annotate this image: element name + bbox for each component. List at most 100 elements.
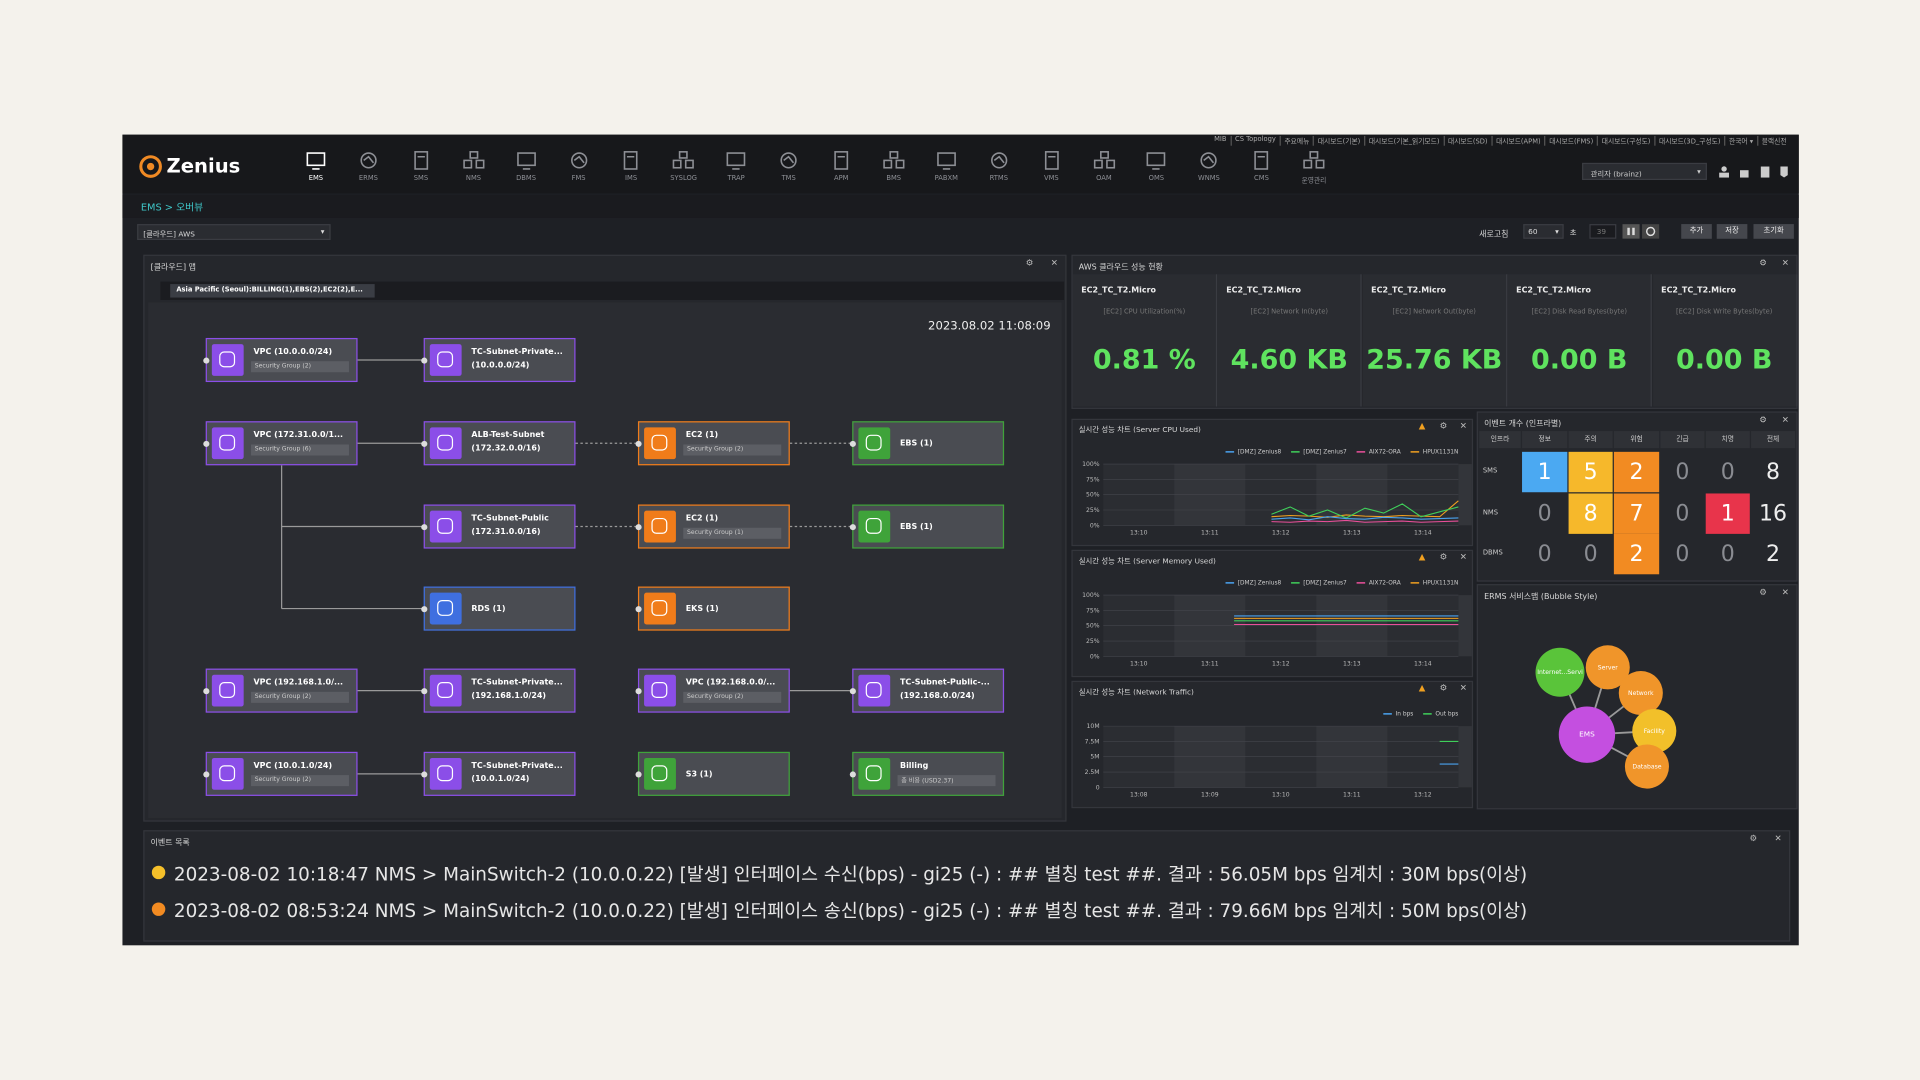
close-icon[interactable]: ✕ <box>1781 587 1789 598</box>
gear-icon[interactable]: ⚙ <box>1759 258 1767 269</box>
close-icon[interactable]: ✕ <box>1459 683 1467 694</box>
nav-item[interactable]: TMS <box>764 149 813 186</box>
toolbar-button[interactable]: 추가 <box>1681 224 1712 239</box>
nav-item[interactable]: DBMS <box>502 149 551 186</box>
nav-item[interactable]: EMS <box>291 149 340 186</box>
nav-item[interactable]: IMS <box>607 149 656 186</box>
gear-icon[interactable]: ⚙ <box>1025 258 1034 269</box>
gear-icon[interactable]: ⚙ <box>1439 421 1448 432</box>
top-link[interactable]: 대시보드(기본) <box>1312 135 1364 146</box>
y-tick-label: 5M <box>1090 754 1099 761</box>
map-node[interactable]: EC2 (1) Security Group (2) <box>635 421 790 466</box>
nav-item[interactable]: WNMS <box>1184 149 1233 186</box>
warning-icon[interactable]: ▲ <box>1418 421 1426 432</box>
count-cell[interactable]: 7 <box>1613 492 1660 534</box>
nav-item[interactable]: TRAP <box>712 149 761 186</box>
top-link[interactable]: 대시보드(3D_구성도) <box>1654 135 1724 146</box>
toolbar-button[interactable]: 저장 <box>1716 224 1748 239</box>
nav-item[interactable]: NMS <box>449 149 498 186</box>
close-icon[interactable]: ✕ <box>1459 552 1467 563</box>
count-cell[interactable]: 0 <box>1583 541 1598 567</box>
count-cell[interactable]: 2 <box>1613 533 1660 575</box>
count-cell[interactable]: 1 <box>1705 492 1750 534</box>
count-cell[interactable]: 0 <box>1720 459 1735 485</box>
nav-item[interactable]: SMS <box>396 149 445 186</box>
count-cell[interactable]: 0 <box>1675 500 1690 526</box>
close-icon[interactable]: ✕ <box>1774 833 1782 844</box>
map-node[interactable]: VPC (172.31.0.0/1... Security Group (6) <box>203 421 358 466</box>
map-node[interactable]: VPC (192.168.1.0/... Security Group (2) <box>203 668 358 713</box>
close-icon[interactable]: ✕ <box>1459 421 1467 432</box>
event-text[interactable]: 2023-08-02 10:18:47 NMS > MainSwitch-2 (… <box>173 863 1528 886</box>
gear-icon[interactable]: ⚙ <box>1759 587 1767 598</box>
user-select[interactable]: 관리자 (brainz) ▾ <box>1582 162 1707 181</box>
top-link[interactable]: CS Topology <box>1230 135 1279 146</box>
nav-item[interactable]: PABXM <box>922 149 971 186</box>
gear-icon[interactable]: ⚙ <box>1759 415 1767 425</box>
map-node[interactable]: TC-Subnet-Public (172.31.0.0/16) <box>421 504 576 549</box>
top-link[interactable]: 한국어 ▾ <box>1724 135 1757 146</box>
map-node[interactable]: EBS (1) <box>849 504 1005 549</box>
map-node[interactable]: EC2 (1) Security Group (1) <box>635 504 790 549</box>
count-cell[interactable]: 5 <box>1568 451 1613 493</box>
top-link[interactable]: 대시보드(기본_읽기모드) <box>1363 135 1443 146</box>
nav-item[interactable]: OAM <box>1079 149 1128 186</box>
nav-item[interactable]: APM <box>817 149 866 186</box>
map-node[interactable]: VPC (10.0.0.0/24) Security Group (2) <box>203 337 358 383</box>
map-node[interactable]: VPC (192.168.0.0/... Security Group (2) <box>635 668 790 713</box>
top-link[interactable]: MIB <box>1214 135 1227 144</box>
interval-select[interactable]: 60 ▾ <box>1523 224 1564 239</box>
top-link[interactable]: 대시보드(구성도) <box>1596 135 1654 146</box>
count-cell[interactable]: 0 <box>1537 500 1552 526</box>
region-tab[interactable]: Asia Pacific (Seoul):BILLING(1),EBS(2),E… <box>170 284 375 298</box>
map-node[interactable]: TC-Subnet-Private... (192.168.1.0/24) <box>421 668 576 713</box>
x-tick-label: 13:14 <box>1414 661 1432 668</box>
map-node[interactable]: VPC (10.0.1.0/24) Security Group (2) <box>203 751 358 796</box>
map-node[interactable]: TC-Subnet-Public-... (192.168.0.0/24) <box>849 668 1005 713</box>
nav-item[interactable]: VMS <box>1027 149 1076 186</box>
close-icon[interactable]: ✕ <box>1781 415 1789 425</box>
nav-item[interactable]: BMS <box>869 149 918 186</box>
gear-icon[interactable]: ⚙ <box>1749 833 1758 844</box>
count-cell[interactable]: 2 <box>1613 451 1660 493</box>
top-link[interactable]: 주요메뉴 <box>1279 135 1313 146</box>
warning-icon[interactable]: ▲ <box>1418 683 1426 694</box>
gear-icon[interactable]: ⚙ <box>1439 683 1448 694</box>
map-node[interactable]: ALB-Test-Subnet (172.32.0.0/16) <box>421 421 576 466</box>
count-cell[interactable]: 0 <box>1537 541 1552 567</box>
nav-item[interactable]: RTMS <box>974 149 1023 186</box>
map-node[interactable]: EBS (1) <box>849 421 1005 466</box>
nav-item[interactable]: ERMS <box>344 149 393 186</box>
warning-icon[interactable]: ▲ <box>1418 552 1426 563</box>
top-link[interactable]: 대시보드(FMS) <box>1544 135 1597 146</box>
chart-title: 실시간 성능 차트 (Server Memory Used) <box>1078 557 1216 566</box>
count-cell[interactable]: 0 <box>1720 541 1735 567</box>
map-node[interactable]: EKS (1) <box>635 586 790 631</box>
close-icon[interactable]: ✕ <box>1050 258 1058 269</box>
event-text[interactable]: 2023-08-02 08:53:24 NMS > MainSwitch-2 (… <box>173 900 1528 923</box>
count-cell[interactable]: 8 <box>1568 492 1613 534</box>
map-node[interactable]: S3 (1) <box>635 751 790 796</box>
x-tick-label: 13:10 <box>1130 661 1148 668</box>
gear-icon[interactable]: ⚙ <box>1439 552 1448 563</box>
top-link[interactable]: 대시보드(APM) <box>1491 135 1544 146</box>
toolbar-button[interactable]: 초기화 <box>1753 224 1794 239</box>
panel-title: AWS 클라우드 성능 현황 <box>1078 262 1163 272</box>
nav-item[interactable]: 운영관리 <box>1290 149 1339 186</box>
refresh-controls[interactable] <box>1622 224 1661 239</box>
top-link[interactable]: 대시보드(SD) <box>1443 135 1491 146</box>
map-node[interactable]: TC-Subnet-Private... (10.0.1.0/24) <box>421 751 576 796</box>
count-cell[interactable]: 0 <box>1675 541 1690 567</box>
top-link[interactable]: 블랙신전 <box>1756 135 1790 146</box>
map-node[interactable]: RDS (1) <box>421 586 576 631</box>
group-select[interactable]: [클라우드] AWS ▾ <box>137 224 331 241</box>
nav-item[interactable]: CMS <box>1237 149 1286 186</box>
close-icon[interactable]: ✕ <box>1781 258 1789 269</box>
nav-item[interactable]: SYSLOG <box>659 149 708 186</box>
count-cell[interactable]: 0 <box>1675 459 1690 485</box>
map-node[interactable]: TC-Subnet-Private... (10.0.0.0/24) <box>421 337 576 383</box>
map-node[interactable]: Billing 총 비용 (USD2.37) <box>849 751 1005 796</box>
count-cell[interactable]: 1 <box>1522 451 1568 493</box>
nav-item[interactable]: OMS <box>1132 149 1181 186</box>
nav-item[interactable]: FMS <box>554 149 603 186</box>
